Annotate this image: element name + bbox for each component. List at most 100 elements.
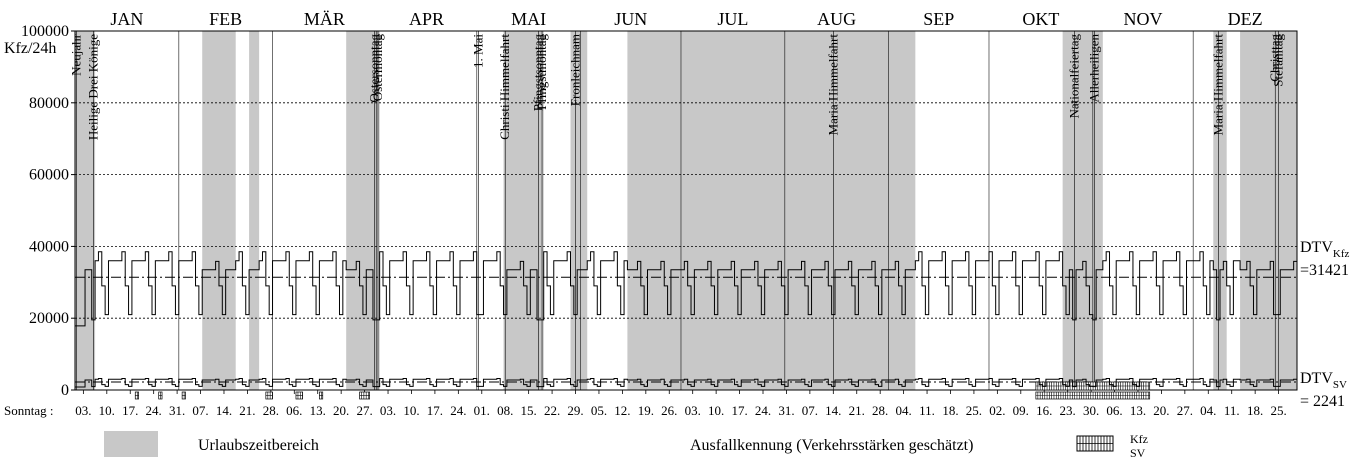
vacation-band — [1062, 31, 1103, 390]
dtv-sv-sub: SV — [1333, 379, 1347, 391]
sunday-label: 19. — [638, 403, 654, 418]
sunday-label: 13. — [310, 403, 326, 418]
dtv-sv-value: = 2241 — [1300, 393, 1345, 410]
sunday-label: 03. — [75, 403, 91, 418]
sunday-label: 17. — [427, 403, 443, 418]
sunday-label: 29. — [567, 403, 583, 418]
sunday-label: 06. — [286, 403, 302, 418]
sunday-label: 03. — [380, 403, 396, 418]
sunday-label: 31. — [169, 403, 185, 418]
month-label: OKT — [1022, 9, 1059, 29]
failure-sv — [295, 391, 304, 400]
y-tick-label: 100000 — [21, 23, 69, 40]
sunday-label: 25. — [966, 403, 982, 418]
sunday-label: 02. — [989, 403, 1005, 418]
sunday-label: 06. — [1106, 403, 1122, 418]
sunday-label: 11. — [1224, 403, 1240, 418]
failure-sv — [1035, 391, 1151, 400]
vacation-band — [249, 31, 260, 390]
sunday-axis-label: Sonntag : — [4, 403, 53, 418]
vacation-band — [346, 31, 380, 390]
sunday-label: 18. — [942, 403, 958, 418]
sunday-label: 17. — [731, 403, 747, 418]
sunday-label: 20. — [1153, 403, 1169, 418]
failure-sv — [359, 391, 370, 400]
legend-sv-label: SV — [1130, 446, 1146, 459]
grid-lines — [71, 30, 1298, 394]
holiday-label: Maria Himmelfahrt — [825, 34, 840, 136]
sunday-label: 24. — [450, 403, 466, 418]
month-label: JUL — [717, 9, 748, 29]
sunday-label: 23. — [1060, 403, 1076, 418]
failure-sv — [158, 391, 163, 400]
vacation-bands — [75, 31, 1297, 390]
sunday-label: 10. — [403, 403, 419, 418]
sunday-label: 21. — [849, 403, 865, 418]
holiday-label: Fronleichnam — [568, 34, 583, 106]
vacation-band — [570, 31, 588, 390]
y-axis-label: Kfz/24h — [4, 40, 56, 57]
dtv-kfz-value: =31421 — [1300, 262, 1349, 279]
legend-vacation-label: Urlaubszeitbereich — [198, 437, 319, 454]
month-label: JUN — [614, 9, 647, 29]
holiday-label: Pfingstmontag — [534, 34, 549, 110]
sunday-label: 07. — [192, 403, 208, 418]
series-line-kfz — [75, 251, 1297, 327]
sunday-label: 08. — [497, 403, 513, 418]
y-tick-label: 60000 — [29, 167, 69, 184]
sunday-label: 26. — [661, 403, 677, 418]
sunday-label: 22. — [544, 403, 560, 418]
sunday-label: 14. — [216, 403, 232, 418]
sunday-label: 25. — [1270, 403, 1286, 418]
dtv-sv-label: DTVSV — [1300, 370, 1347, 391]
failure-sv — [319, 391, 324, 400]
holiday-label: Christi Himmelfahrt — [497, 34, 512, 140]
holiday-label: Pfingstsonntag — [531, 34, 546, 112]
month-label: SEP — [923, 9, 954, 29]
dtv-sv-main: DTV — [1300, 370, 1333, 387]
month-label: AUG — [817, 9, 856, 29]
month-label: JAN — [110, 9, 143, 29]
sunday-label: 24. — [755, 403, 771, 418]
sunday-label: 11. — [919, 403, 935, 418]
sunday-label: 04. — [1200, 403, 1216, 418]
plot-frame — [74, 30, 1298, 391]
y-tick-label: 0 — [61, 382, 69, 399]
month-label: APR — [409, 9, 444, 29]
sunday-label: 01. — [474, 403, 490, 418]
sunday-label: 13. — [1130, 403, 1146, 418]
legend-failure-swatch — [1076, 435, 1114, 452]
vacation-band — [75, 31, 96, 390]
month-label: MAI — [511, 9, 546, 29]
holiday-label: Stefanitag — [1271, 34, 1286, 87]
holiday-label: Heilige Drei Könige — [85, 34, 100, 140]
sunday-label: 28. — [263, 403, 279, 418]
sunday-label: 07. — [802, 403, 818, 418]
sunday-label: 21. — [239, 403, 255, 418]
sunday-label: 30. — [1083, 403, 1099, 418]
holiday-label: Christtag — [1267, 34, 1282, 82]
sunday-label: 12. — [614, 403, 630, 418]
dtv-kfz-main: DTV — [1300, 239, 1333, 256]
sunday-label: 24. — [146, 403, 162, 418]
month-label: MÄR — [304, 9, 345, 29]
chart-text: 0 20000 40000 60000 80000 100000 JAN FEB MÄR APR M… — [21, 9, 1287, 418]
month-label: NOV — [1123, 9, 1162, 29]
holiday-label: Allerheiligen — [1086, 34, 1101, 103]
month-label: FEB — [209, 9, 242, 29]
dtv-kfz-sub: Kfz — [1333, 248, 1350, 260]
dtv-kfz-label: DTVKfz — [1300, 239, 1349, 260]
sunday-label: 27. — [356, 403, 372, 418]
sunday-label: 14. — [825, 403, 841, 418]
legend-vacation-swatch — [104, 431, 158, 457]
holiday-label: Nationalfeiertag — [1066, 34, 1081, 119]
sunday-label: 31. — [778, 403, 794, 418]
sunday-label: 27. — [1177, 403, 1193, 418]
holiday-label: Maria Himmelfahrt — [1210, 34, 1225, 136]
sunday-label: 15. — [521, 403, 537, 418]
holiday-label: 1. Mai — [470, 34, 485, 68]
vacation-band — [503, 31, 544, 390]
y-tick-label: 40000 — [29, 238, 69, 255]
sv-series — [75, 377, 1297, 388]
